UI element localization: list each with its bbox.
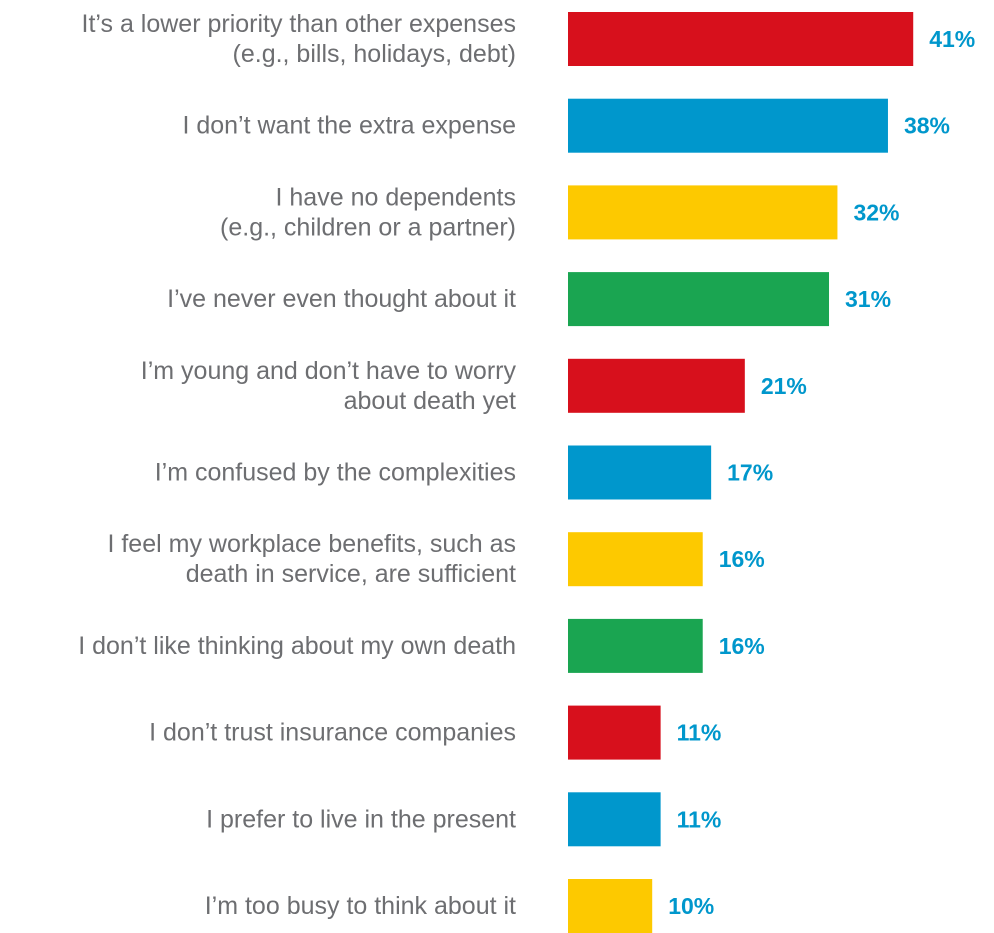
category-label-3: I have no dependents (e.g., children or a…	[220, 183, 516, 241]
value-label-1: 41%	[929, 26, 975, 52]
category-label-10: I prefer to live in the present	[206, 805, 516, 833]
category-label-4-line-1: I’ve never even thought about it	[167, 285, 516, 313]
bar-9	[568, 705, 661, 760]
value-label-5: 21%	[761, 373, 807, 399]
value-label-4: 31%	[845, 286, 891, 312]
value-label-8: 16%	[719, 633, 765, 659]
bars-group	[568, 12, 914, 933]
value-label-2: 38%	[904, 113, 950, 139]
category-label-7-line-2: death in service, are sufficient	[186, 560, 516, 588]
bar-5	[568, 358, 745, 413]
category-label-2: I don’t want the extra expense	[182, 112, 516, 140]
category-label-6-line-1: I’m confused by the complexities	[155, 459, 516, 487]
category-label-7: I feel my workplace benefits, such as dea…	[107, 530, 516, 588]
bar-6	[568, 445, 712, 500]
bar-1	[568, 12, 914, 66]
category-label-4: I’ve never even thought about it	[167, 285, 516, 313]
value-label-7: 16%	[719, 546, 765, 572]
category-label-5-line-2: about death yet	[344, 387, 516, 415]
category-label-1-line-2: (e.g., bills, holidays, debt)	[233, 40, 516, 68]
bar-8	[568, 618, 703, 673]
category-label-8-line-1: I don’t like thinking about my own death	[78, 632, 516, 660]
category-label-3-line-2: (e.g., children or a partner)	[220, 213, 516, 241]
category-label-1: It’s a lower priority than other expense…	[82, 10, 517, 68]
value-label-9: 11%	[677, 720, 722, 746]
category-label-11-line-1: I’m too busy to think about it	[205, 892, 516, 920]
category-label-8: I don’t like thinking about my own death	[78, 632, 516, 660]
value-labels-group: 41% 38% 32% 31% 21% 17% 16% 16% 11% 11% 10%	[668, 26, 975, 919]
value-label-11: 10%	[668, 893, 714, 919]
value-label-3: 32%	[853, 199, 899, 225]
category-label-6: I’m confused by the complexities	[155, 459, 516, 487]
category-label-2-line-1: I don’t want the extra expense	[182, 112, 516, 140]
bar-7	[568, 532, 703, 587]
category-label-5: I’m young and don’t have to worry about d…	[141, 357, 517, 415]
category-label-10-line-1: I prefer to live in the present	[206, 805, 516, 833]
category-label-5-line-1: I’m young and don’t have to worry	[141, 357, 517, 385]
category-label-7-line-1: I feel my workplace benefits, such as	[107, 530, 516, 558]
category-label-3-line-1: I have no dependents	[276, 183, 516, 211]
value-label-10: 11%	[677, 806, 722, 832]
bar-10	[568, 792, 661, 847]
category-label-1-line-1: It’s a lower priority than other expense…	[82, 10, 517, 38]
bar-11	[568, 879, 653, 933]
bar-2	[568, 98, 888, 153]
category-label-11: I’m too busy to think about it	[205, 892, 516, 920]
bar-4	[568, 272, 830, 327]
bar-3	[568, 185, 838, 240]
category-label-9-line-1: I don’t trust insurance companies	[149, 719, 516, 747]
category-labels-group: It’s a lower priority than other expense…	[78, 10, 516, 920]
value-label-6: 17%	[727, 460, 773, 486]
category-label-9: I don’t trust insurance companies	[149, 719, 516, 747]
